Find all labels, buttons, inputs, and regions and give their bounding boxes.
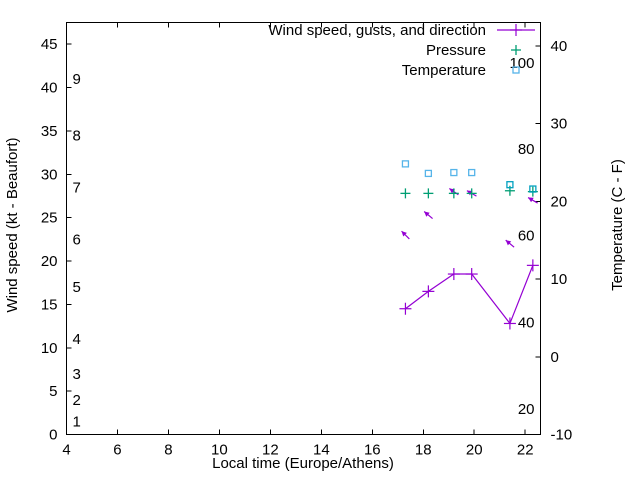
- y-right-tick-label: 30: [551, 116, 568, 133]
- data-marker: [512, 66, 520, 74]
- y-left-tick-label: 5: [49, 383, 57, 400]
- y-left-tick-label: 15: [41, 296, 58, 313]
- fahrenheit-label: 60: [518, 227, 535, 244]
- x-tick-label: 20: [466, 442, 483, 459]
- beaufort-label: 7: [73, 179, 81, 196]
- y-left-tick-label: 40: [41, 80, 58, 97]
- x-tick-label: 10: [211, 442, 228, 459]
- wind-direction-arrow-head: [505, 240, 512, 246]
- x-tick-label: 22: [517, 442, 534, 459]
- fahrenheit-label: 100: [509, 55, 534, 72]
- x-tick-label: 16: [364, 442, 381, 459]
- data-marker: [506, 181, 514, 189]
- beaufort-label: 9: [73, 71, 81, 88]
- x-tick-label: 12: [262, 442, 279, 459]
- y-left-tick-label: 45: [41, 36, 58, 53]
- y-right-tick-label: 40: [551, 38, 568, 55]
- x-tick-label: 18: [415, 442, 432, 459]
- y-left-tick-label: 30: [41, 166, 58, 183]
- y-right-tick-label: -10: [551, 427, 573, 444]
- beaufort-label: 5: [73, 279, 81, 296]
- series-wind-speed: [399, 187, 539, 330]
- legend-label: Wind speed, gusts, and direction: [268, 22, 486, 39]
- series-temperature: [401, 160, 537, 193]
- x-tick-label: 6: [113, 442, 121, 459]
- y-left-tick-label: 35: [41, 123, 58, 140]
- y-axis-right-ticks: -10 0 10 20 30 40: [535, 38, 573, 444]
- chart-legend: Wind speed, gusts, and direction Pressure…: [268, 22, 535, 79]
- data-marker: [529, 185, 537, 193]
- data-marker: [401, 160, 410, 168]
- beaufort-label: 8: [73, 127, 81, 144]
- y-axis-left-title: Wind speed (kt - Beaufort): [4, 137, 21, 312]
- y-right-tick-label: 20: [551, 193, 568, 210]
- y-left-tick-label: 20: [41, 253, 58, 270]
- x-axis-ticks: 4 6 8 10 12 14 16 18 20 22: [62, 22, 534, 459]
- beaufort-label: 4: [73, 331, 81, 348]
- y-axis-left-ticks: 0 5 10 15 20 25 30 35 40 45: [41, 36, 72, 444]
- legend-label: Pressure: [426, 42, 486, 59]
- legend-label: Temperature: [402, 62, 486, 79]
- beaufort-label: 2: [73, 392, 81, 409]
- fahrenheit-label: 40: [518, 315, 535, 332]
- beaufort-scale-labels: 1 2 3 4 5 6 7 8 9: [73, 71, 81, 431]
- x-tick-label: 14: [313, 442, 330, 459]
- data-marker: [450, 168, 458, 177]
- fahrenheit-label: 80: [518, 141, 535, 158]
- x-tick-label: 8: [164, 442, 172, 459]
- y-axis-right-title: Temperature (C - F): [609, 159, 626, 291]
- wind-direction-arrow-head: [401, 231, 407, 237]
- data-marker: [468, 168, 476, 177]
- y-left-tick-label: 10: [41, 340, 58, 357]
- data-marker: [424, 169, 433, 178]
- beaufort-label: 1: [73, 413, 81, 430]
- y-right-tick-label: 0: [551, 349, 559, 366]
- x-tick-label: 4: [62, 442, 70, 459]
- y-left-tick-label: 0: [49, 427, 57, 444]
- x-axis-title: Local time (Europe/Athens): [212, 455, 394, 472]
- beaufort-label: 6: [73, 231, 81, 248]
- beaufort-label: 3: [73, 366, 81, 383]
- fahrenheit-scale-labels: 20 40 60 80 100: [509, 55, 534, 418]
- fahrenheit-label: 20: [518, 401, 535, 418]
- y-right-tick-label: 10: [551, 271, 568, 288]
- wind-direction-arrow-head: [528, 197, 534, 203]
- wind-direction-arrow-head: [424, 211, 430, 217]
- wind-speed-line: [405, 265, 534, 325]
- y-left-tick-label: 25: [41, 210, 58, 227]
